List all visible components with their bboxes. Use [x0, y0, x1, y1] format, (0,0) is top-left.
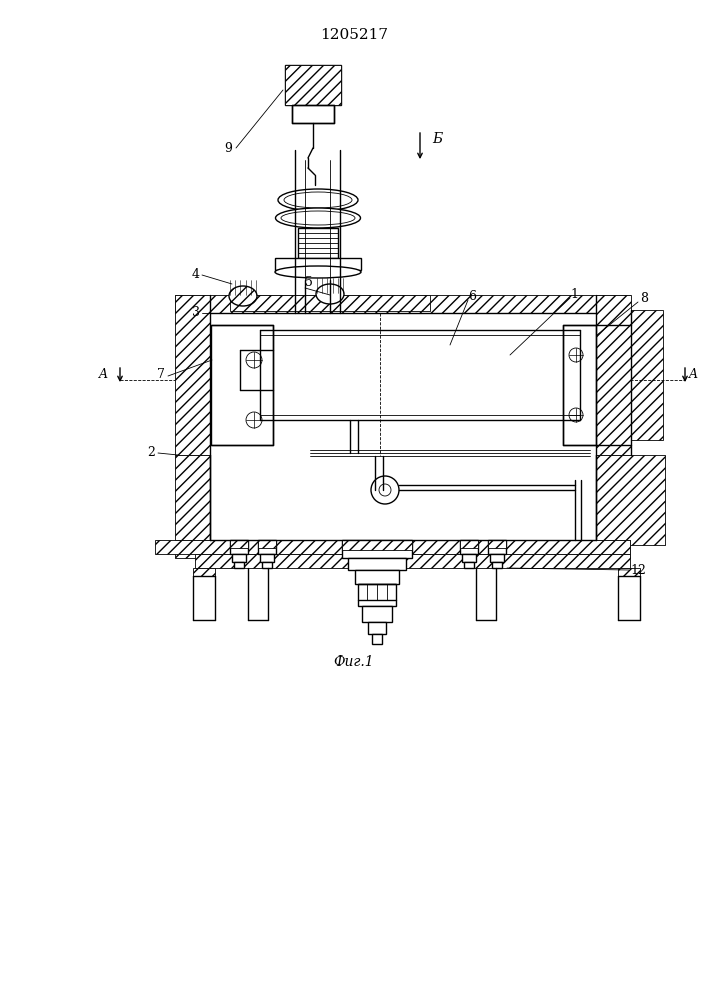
Circle shape: [569, 348, 583, 362]
Text: 2: 2: [147, 446, 155, 458]
Circle shape: [246, 412, 262, 428]
Bar: [260, 554, 274, 562]
Bar: [230, 295, 430, 311]
Text: 4: 4: [192, 267, 200, 280]
Bar: [348, 558, 406, 570]
Bar: [596, 455, 665, 545]
Bar: [492, 562, 502, 568]
Bar: [285, 65, 341, 105]
Text: Б: Б: [432, 132, 443, 146]
Text: A: A: [689, 368, 698, 381]
Bar: [596, 295, 631, 455]
Circle shape: [246, 352, 262, 368]
Bar: [462, 554, 476, 562]
Text: 5: 5: [305, 276, 313, 290]
Ellipse shape: [275, 266, 361, 278]
Bar: [358, 584, 396, 606]
Bar: [368, 622, 386, 634]
Text: 9: 9: [224, 141, 232, 154]
Circle shape: [371, 476, 399, 504]
Ellipse shape: [281, 211, 355, 225]
Bar: [460, 540, 478, 548]
Bar: [355, 570, 399, 584]
Bar: [230, 540, 248, 554]
Bar: [362, 606, 392, 622]
Bar: [342, 540, 412, 550]
Bar: [285, 65, 341, 105]
Bar: [618, 568, 640, 576]
Bar: [230, 540, 248, 548]
Circle shape: [379, 484, 391, 496]
Bar: [372, 634, 382, 644]
Ellipse shape: [284, 192, 352, 208]
Bar: [488, 540, 506, 554]
Bar: [175, 295, 630, 313]
Text: 1: 1: [570, 288, 578, 302]
Bar: [258, 540, 276, 554]
Bar: [464, 562, 474, 568]
Bar: [193, 568, 215, 576]
Bar: [175, 455, 210, 545]
Text: Фиг.1: Фиг.1: [334, 655, 374, 669]
Bar: [298, 228, 338, 258]
Ellipse shape: [229, 286, 257, 306]
Bar: [195, 554, 630, 568]
Bar: [631, 310, 663, 440]
Bar: [275, 258, 361, 270]
Bar: [292, 105, 334, 123]
Bar: [460, 540, 478, 554]
Bar: [211, 325, 273, 445]
Ellipse shape: [278, 189, 358, 211]
Text: 3: 3: [192, 306, 200, 318]
Bar: [258, 540, 276, 548]
Ellipse shape: [316, 284, 344, 304]
Bar: [262, 562, 272, 568]
Ellipse shape: [276, 208, 361, 228]
Bar: [234, 562, 244, 568]
Circle shape: [569, 408, 583, 422]
Bar: [342, 540, 412, 558]
Text: 8: 8: [640, 292, 648, 304]
Text: 1205217: 1205217: [320, 28, 388, 42]
Bar: [488, 540, 506, 548]
Bar: [232, 554, 246, 562]
Bar: [490, 554, 504, 562]
Bar: [175, 540, 630, 558]
Text: A: A: [99, 368, 108, 381]
Text: 6: 6: [468, 290, 476, 302]
Bar: [175, 295, 210, 455]
Bar: [563, 325, 596, 445]
Text: 12: 12: [630, 564, 646, 576]
Text: 7: 7: [157, 368, 165, 381]
Bar: [155, 540, 630, 554]
